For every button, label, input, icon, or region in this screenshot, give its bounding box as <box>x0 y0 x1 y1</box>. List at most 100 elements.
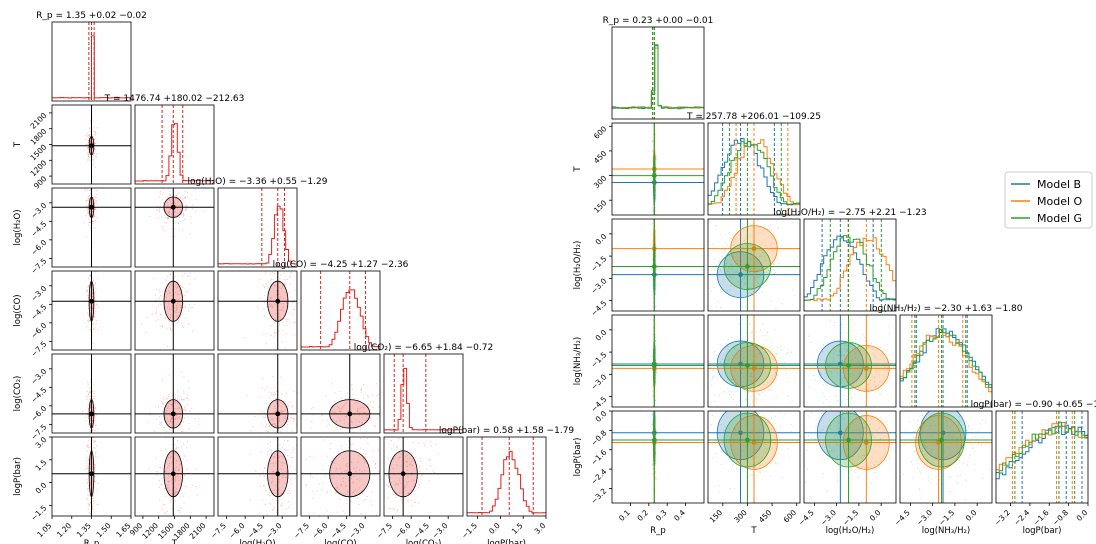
median-point <box>89 471 94 477</box>
median-point <box>751 366 757 371</box>
panel-frame <box>611 122 705 216</box>
median-point <box>89 298 94 304</box>
x-axis-label-0: R_p <box>650 526 666 536</box>
panel-4-0: 0.1 0.2 0.3 0.4R_p−3.2−2.4−1.6−0.80.0logP(b… <box>573 409 705 536</box>
median-point <box>651 264 657 269</box>
panel-frame <box>51 353 132 434</box>
median-point <box>738 272 743 278</box>
x-tick-label: −7.5 <box>209 521 228 540</box>
x-tick-label: −4.5 <box>412 521 431 540</box>
median-point <box>275 298 281 304</box>
x-tick-label: −3.0 <box>264 521 283 540</box>
x-tick-label: −0.8 <box>1051 508 1070 527</box>
x-tick-label: −4.5 <box>329 521 348 540</box>
panel-title-4: logP(bar) = −0.90 +0.65 −1.82 <box>971 400 1096 410</box>
median-point <box>275 471 281 477</box>
x-tick-label: −3.0 <box>819 508 838 527</box>
panel-frame <box>217 270 298 351</box>
median-point <box>347 471 353 477</box>
x-tick-label: −3.2 <box>993 508 1012 527</box>
median-point <box>275 411 281 417</box>
y-axis-label-3: log(CO) <box>13 294 23 326</box>
histogram-series-0 <box>135 123 214 182</box>
panel-1-1 <box>134 104 215 185</box>
y-tick-label: −4.5 <box>589 299 608 318</box>
corner-plot-model-comparison: R_p = 0.23 +0.00 −0.01 150 300 450 600 T T = 2… <box>573 16 1096 536</box>
median-point <box>837 430 843 436</box>
y-tick-label: 150 <box>592 198 609 215</box>
x-tick-label: 1.35 <box>75 521 93 539</box>
panel-frame <box>383 353 464 434</box>
panel-4-3 <box>300 353 381 434</box>
x-tick-label: 0.0 <box>1075 508 1090 523</box>
panel-3-3 <box>300 270 381 351</box>
panel-frame <box>217 353 298 434</box>
y-tick-label: −0.8 <box>589 428 608 447</box>
x-tick-label: −6.0 <box>310 521 329 540</box>
median-point <box>846 363 851 368</box>
panel-title-3: log(CO) = −4.25 +1.27 −2.36 <box>273 260 409 270</box>
x-tick-label: −4.5 <box>797 508 816 527</box>
panel-frame <box>803 410 897 504</box>
x-axis-label-1: T <box>750 526 757 536</box>
y-tick-label: 1800 <box>29 127 49 147</box>
y-tick-label: −1.6 <box>589 448 608 467</box>
median-point <box>651 363 657 368</box>
panel-frame <box>383 436 464 517</box>
y-axis-label-2: log(H₂O) <box>13 209 23 245</box>
panel-title-2: log(H₂O) = −3.36 +0.55 −1.29 <box>188 177 328 187</box>
x-tick-label: −4.5 <box>893 508 912 527</box>
x-tick-label: 1.5 <box>510 521 525 536</box>
median-point <box>89 204 94 210</box>
panel-frame <box>466 436 547 517</box>
y-axis-label-5: logP(bar) <box>13 457 23 496</box>
y-axis-label-1: T <box>13 141 23 148</box>
panel-3-3 <box>899 314 993 408</box>
x-axis-label-5: logP(bar) <box>487 539 526 544</box>
panel-frame <box>899 410 993 504</box>
panel-title-1: T = 257.78 +206.01 −109.25 <box>686 112 821 122</box>
panel-3-2 <box>803 314 897 408</box>
median-point <box>745 264 750 269</box>
histogram-series-0 <box>384 367 463 431</box>
panel-2-0: −4.5 −3.0 −1.5 0.0 log(H₂O/H₂) <box>573 218 705 318</box>
legend-label-0: Model B <box>1037 178 1081 191</box>
y-tick-label: −4.5 <box>29 385 48 404</box>
panel-2-2 <box>217 187 298 268</box>
y-axis-label-2: log(H₂O/H₂) <box>573 241 583 290</box>
y-axis-label-1: T <box>573 166 583 173</box>
panel-frame <box>707 218 801 312</box>
y-tick-label: −4.5 <box>29 219 48 238</box>
panel-title-0: R_p = 0.23 +0.00 −0.01 <box>603 16 714 26</box>
x-tick-label: 1500 <box>156 521 176 541</box>
histogram-series-2 <box>708 140 800 206</box>
panel-title-1: T = 1476.74 +180.02 −212.63 <box>104 94 245 104</box>
x-tick-label: −3.0 <box>915 508 934 527</box>
panel-frame <box>134 187 215 268</box>
x-tick-label: −4.5 <box>246 521 265 540</box>
x-tick-label: 2100 <box>188 521 208 541</box>
y-tick-label: −2.4 <box>589 467 608 486</box>
histogram-series-0 <box>301 289 380 348</box>
panel-4-4 <box>383 353 464 434</box>
y-tick-label: −3.0 <box>589 372 608 391</box>
median-point <box>751 440 757 445</box>
y-tick-label: −3.2 <box>589 486 608 505</box>
x-tick-label: 0.0 <box>487 521 502 536</box>
panel-frame <box>300 436 381 517</box>
y-axis-label-3: log(NH₃/H₂) <box>573 337 583 385</box>
y-tick-label: −6.0 <box>29 238 48 257</box>
y-tick-label: −7.5 <box>29 339 48 358</box>
y-axis-label-4: logP(bar) <box>573 438 583 477</box>
x-tick-label: 300 <box>732 508 749 525</box>
median-point <box>863 366 869 371</box>
median-point <box>651 173 657 178</box>
panel-title-5: logP(bar) = 0.58 +1.58 −1.79 <box>439 426 575 436</box>
x-tick-label: 0.4 <box>672 508 687 523</box>
histogram-series-2 <box>612 44 704 110</box>
legend: Model B Model O Model G <box>1004 171 1093 229</box>
median-point <box>751 246 757 252</box>
x-tick-label: 0.0 <box>964 508 979 523</box>
